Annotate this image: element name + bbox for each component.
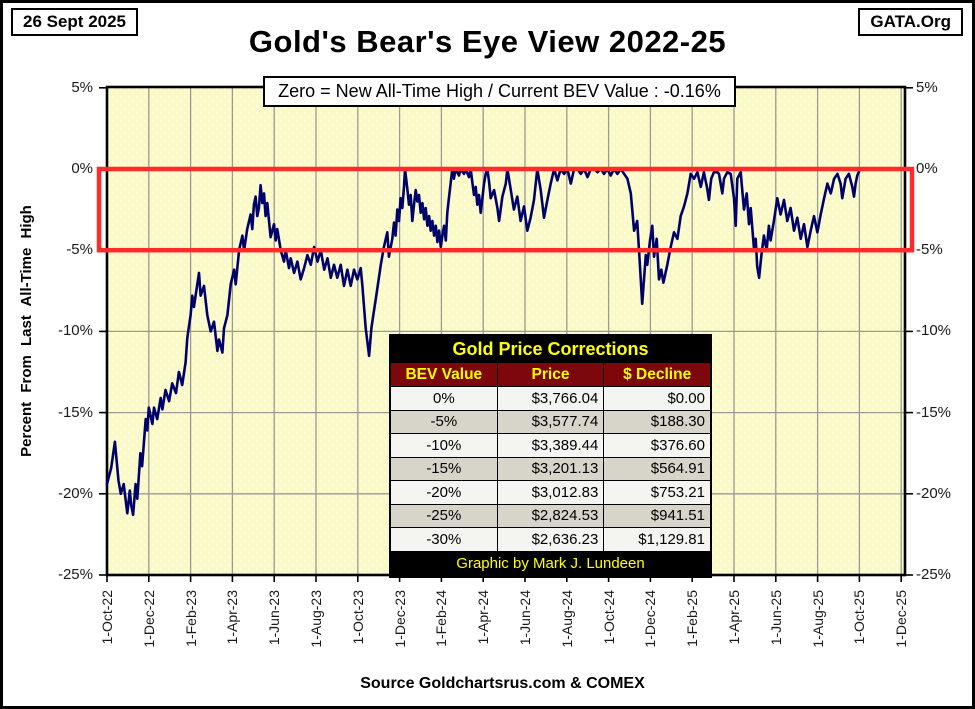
y-axis-label-left: -20% [57,484,93,502]
corrections-table-row: -20% $3,012.83 $753.21 [390,480,711,505]
decline-cell: $564.91 [603,456,711,481]
decline-cell: $0.00 [603,386,711,411]
y-axis-label-right: -15% [916,403,952,421]
subtitle-container: Zero = New All-Time High / Current BEV V… [3,76,972,107]
corrections-col-header: $ Decline [603,362,711,387]
date-box: 26 Sept 2025 [11,8,139,36]
x-axis-label: 1-Apr-24 [475,590,492,645]
x-axis-label: 1-Dec-23 [391,590,408,648]
x-axis-label: 1-Dec-22 [140,590,157,648]
price-cell: $3,766.04 [496,386,605,411]
bev-value-cell: -10% [390,433,498,458]
y-axis-label-right: -10% [916,322,952,340]
price-cell: $3,389.44 [496,433,605,458]
decline-cell: $753.21 [603,480,711,505]
price-cell: $2,824.53 [496,503,605,528]
y-axis-label-right: 5% [916,78,938,96]
bev-subtitle-box: Zero = New All-Time High / Current BEV V… [263,76,736,107]
x-axis-label: 1-Feb-24 [433,590,450,647]
x-axis-label: 1-Aug-23 [308,590,324,648]
x-axis-label: 1-Jun-24 [517,590,533,646]
gold-price-corrections-table: Gold Price Corrections BEV Value Price $ D… [389,334,712,578]
y-axis-label-left: -10% [57,322,93,340]
corrections-table-row: -25% $2,824.53 $941.51 [390,503,711,528]
decline-cell: $188.30 [603,409,711,434]
y-axis-label-right: -25% [916,566,952,583]
x-axis-label: 1-Oct-25 [851,590,868,645]
x-axis-label: 1-Feb-25 [684,590,701,647]
x-axis-label: 1-Oct-23 [349,590,366,645]
x-axis-label: 1-Apr-25 [726,590,742,645]
x-axis-label: 1-Oct-22 [99,590,115,645]
corrections-table-title: Gold Price Corrections [390,335,711,363]
corrections-col-header: BEV Value [390,362,498,387]
x-axis-label: 1-Apr-23 [224,590,241,645]
corrections-table-row: -15% $3,201.13 $564.91 [390,456,711,481]
corrections-table-credit: Graphic by Mark J. Lundeen [390,550,711,577]
corrections-table-row: 0% $3,766.04 $0.00 [390,386,711,411]
x-axis-label: 1-Dec-24 [642,590,659,648]
report-date: 26 Sept 2025 [23,12,127,31]
ath-zone-highlight-box [96,166,915,253]
y-axis-label-right: -20% [916,484,952,502]
x-axis-label: 1-Jun-25 [767,590,784,646]
bev-value-cell: -15% [390,456,498,481]
corrections-table-row: -5% $3,577.74 $188.30 [390,409,711,434]
x-axis-label: 1-Aug-24 [558,590,575,648]
corrections-table-row: -30% $2,636.23 $1,129.81 [390,527,711,552]
source-attribution: Source Goldchartsrus.com & COMEX [3,675,972,693]
y-axis-title: Percent From Last All-Time High [18,205,35,457]
y-axis-label-right: -5% [916,241,943,259]
decline-cell: $376.60 [603,433,711,458]
bev-value-cell: -30% [390,527,498,552]
bev-value-cell: -20% [390,480,498,505]
y-axis-label-left: -5% [66,241,93,259]
y-axis-label-left: 5% [71,78,93,96]
price-cell: $3,201.13 [496,456,605,481]
price-cell: $3,577.74 [496,409,605,434]
org-name: GATA.Org [870,12,951,31]
x-axis-label: 1-Dec-25 [893,590,910,648]
y-axis-label-left: -15% [57,403,93,421]
x-axis-label: 1-Feb-23 [182,590,199,647]
bev-value-cell: -25% [390,503,498,528]
x-axis-label: 1-Aug-25 [809,590,826,648]
corrections-table-row: -10% $3,389.44 $376.60 [390,433,711,458]
corrections-table-header-row: BEV Value Price $ Decline [390,362,711,387]
price-cell: $2,636.23 [496,527,605,552]
bev-value-cell: 0% [390,386,498,411]
org-box: GATA.Org [858,8,963,36]
x-axis-label: 1-Oct-24 [600,590,617,645]
decline-cell: $1,129.81 [603,527,711,552]
bev-value-cell: -5% [390,409,498,434]
price-cell: $3,012.83 [496,480,605,505]
source-text: Source Goldchartsrus.com & COMEX [360,675,645,692]
decline-cell: $941.51 [603,503,711,528]
y-axis-label-right: 0% [916,160,938,177]
gold-bev-line [105,167,861,517]
page-title: Gold's Bear's Eye View 2022-25 [248,24,727,59]
corrections-col-header: Price [496,362,605,387]
y-axis-label-left: 0% [71,160,93,177]
x-axis-label: 1-Jun-23 [266,590,283,646]
y-axis-label-left: -25% [57,566,93,583]
